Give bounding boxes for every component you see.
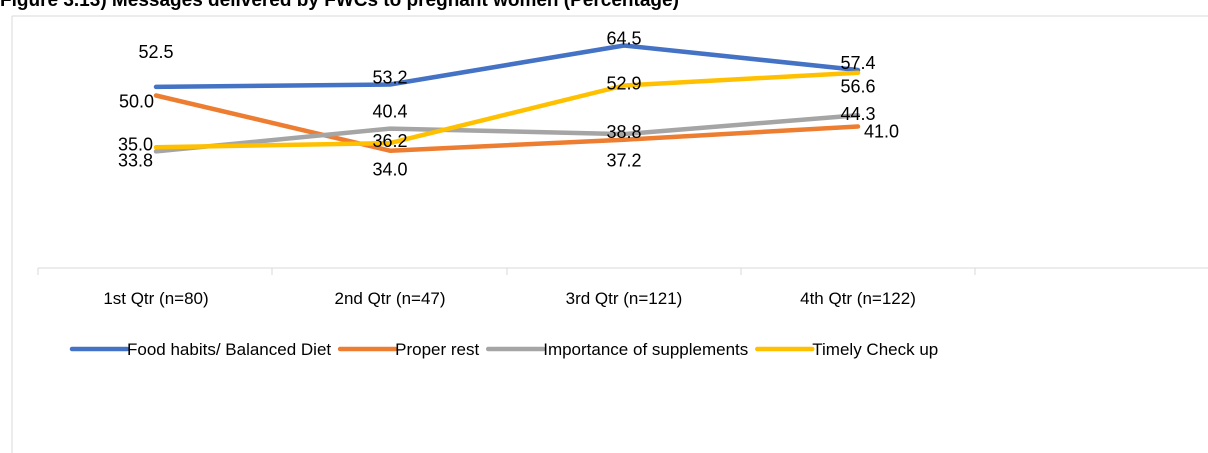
legend-label: Timely Check up	[812, 340, 938, 359]
data-label: 57.4	[840, 53, 875, 73]
data-label: 52.9	[606, 73, 641, 93]
legend-label: Proper rest	[395, 340, 479, 359]
series-lines	[153, 43, 861, 154]
legend-label: Food habits/ Balanced Diet	[127, 340, 331, 359]
data-label: 38.8	[606, 122, 641, 142]
x-axis-tick-labels: 1st Qtr (n=80) 2nd Qtr (n=47) 3rd Qtr (n=1…	[103, 289, 916, 308]
data-label: 33.8	[118, 150, 153, 170]
series-line-2	[153, 93, 861, 153]
data-label: 37.2	[606, 151, 641, 171]
x-tick-label: 2nd Qtr (n=47)	[334, 289, 445, 308]
data-label: 40.4	[372, 102, 407, 122]
x-axis-ticks	[37, 268, 976, 275]
series-line-3	[153, 112, 861, 154]
data-label: 56.6	[840, 77, 875, 97]
data-label: 53.2	[372, 67, 407, 87]
x-tick-label: 3rd Qtr (n=121)	[566, 289, 683, 308]
data-label: 36.2	[372, 131, 407, 151]
data-label: 50.0	[119, 92, 154, 112]
legend-label: Importance of supplements	[543, 340, 748, 359]
data-label: 41.0	[864, 122, 899, 142]
data-labels: 52.5 53.2 64.5 57.4 50.0 34.0 37.2 41.0 33.8 40.4…	[118, 28, 899, 179]
x-tick-label: 4th Qtr (n=122)	[800, 289, 916, 308]
data-label: 52.5	[138, 42, 173, 62]
data-label: 44.3	[840, 104, 875, 124]
series-line-4	[153, 70, 861, 150]
x-tick-label: 1st Qtr (n=80)	[103, 289, 208, 308]
legend: Food habits/ Balanced Diet Proper rest Imp…	[69, 340, 938, 359]
data-label: 35.0	[118, 134, 153, 154]
data-label: 64.5	[606, 28, 641, 48]
chart-title: Figure 3.13) Messages delivered by FWCs …	[0, 0, 1208, 10]
series-line-1	[153, 43, 861, 90]
data-label: 34.0	[372, 160, 407, 180]
